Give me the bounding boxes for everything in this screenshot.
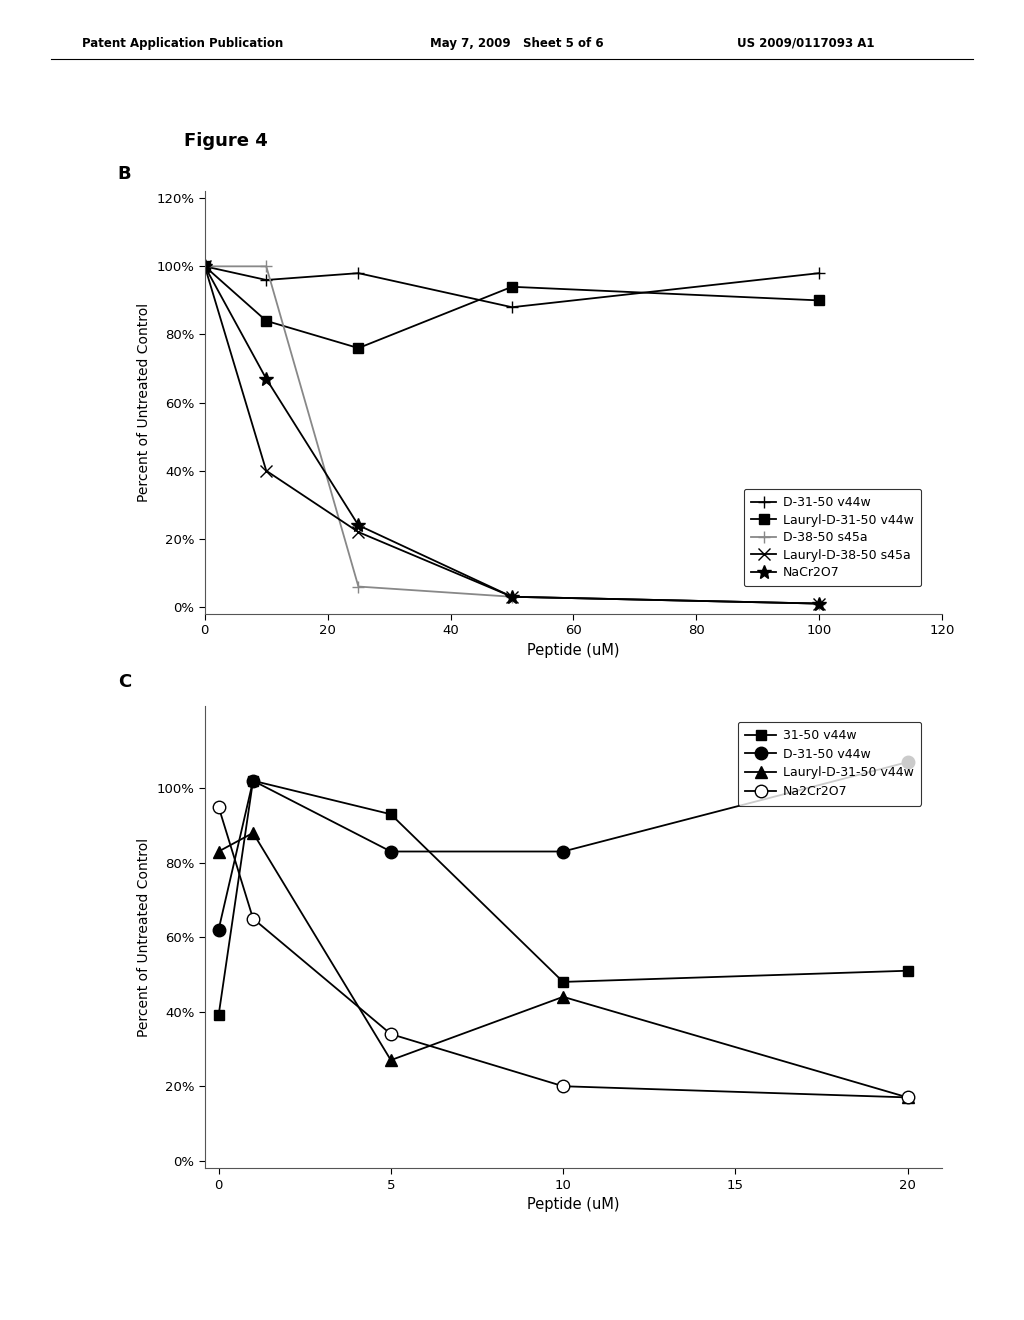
D-38-50 s45a: [813, 595, 825, 611]
D-31-50 v44w: [813, 265, 825, 281]
Lauryl-D-31-50 v44w: [199, 259, 211, 275]
Lauryl-D-31-50 v44w: [901, 1089, 913, 1105]
D-38-50 s45a: [260, 259, 272, 275]
Line: 31-50 v44w: 31-50 v44w: [214, 776, 912, 1020]
Na2Cr2O7: [901, 1089, 913, 1105]
D-31-50 v44w: [385, 843, 397, 859]
Line: Na2Cr2O7: Na2Cr2O7: [212, 800, 913, 1104]
Na2Cr2O7: [557, 1078, 569, 1094]
31-50 v44w: [212, 1007, 224, 1023]
Text: C: C: [118, 673, 131, 692]
NaCr2O7: [199, 259, 211, 275]
Line: D-31-50 v44w: D-31-50 v44w: [212, 756, 913, 936]
Lauryl-D-38-50 s45a: [199, 259, 211, 275]
Lauryl-D-31-50 v44w: [557, 989, 569, 1005]
NaCr2O7: [260, 371, 272, 387]
Text: Figure 4: Figure 4: [184, 132, 268, 150]
Lauryl-D-38-50 s45a: [813, 595, 825, 611]
Line: D-38-50 s45a: D-38-50 s45a: [199, 260, 825, 610]
Lauryl-D-38-50 s45a: [506, 589, 518, 605]
Y-axis label: Percent of Untreated Control: Percent of Untreated Control: [137, 304, 151, 502]
NaCr2O7: [352, 517, 365, 533]
Lauryl-D-38-50 s45a: [260, 463, 272, 479]
Line: D-31-50 v44w: D-31-50 v44w: [199, 260, 825, 313]
31-50 v44w: [247, 772, 259, 788]
Text: US 2009/0117093 A1: US 2009/0117093 A1: [737, 37, 874, 50]
Y-axis label: Percent of Untreated Control: Percent of Untreated Control: [137, 838, 151, 1036]
D-38-50 s45a: [352, 578, 365, 594]
Text: B: B: [118, 165, 131, 183]
Lauryl-D-31-50 v44w: [247, 825, 259, 841]
Line: Lauryl-D-38-50 s45a: Lauryl-D-38-50 s45a: [200, 261, 824, 609]
Line: NaCr2O7: NaCr2O7: [198, 260, 826, 611]
Lauryl-D-31-50 v44w: [385, 1052, 397, 1068]
31-50 v44w: [385, 807, 397, 822]
D-31-50 v44w: [506, 300, 518, 315]
Na2Cr2O7: [247, 911, 259, 927]
Lauryl-D-31-50 v44w: [352, 341, 365, 356]
Legend: D-31-50 v44w, Lauryl-D-31-50 v44w, D-38-50 s45a, Lauryl-D-38-50 s45a, NaCr2O7: D-31-50 v44w, Lauryl-D-31-50 v44w, D-38-…: [744, 488, 921, 586]
31-50 v44w: [557, 974, 569, 990]
Line: Lauryl-D-31-50 v44w: Lauryl-D-31-50 v44w: [213, 828, 913, 1104]
D-31-50 v44w: [557, 843, 569, 859]
Text: Patent Application Publication: Patent Application Publication: [82, 37, 284, 50]
D-31-50 v44w: [260, 272, 272, 288]
D-38-50 s45a: [506, 589, 518, 605]
Legend: 31-50 v44w, D-31-50 v44w, Lauryl-D-31-50 v44w, Na2Cr2O7: 31-50 v44w, D-31-50 v44w, Lauryl-D-31-50…: [737, 722, 921, 805]
Lauryl-D-31-50 v44w: [506, 279, 518, 294]
D-31-50 v44w: [212, 921, 224, 937]
D-31-50 v44w: [199, 259, 211, 275]
31-50 v44w: [901, 962, 913, 978]
NaCr2O7: [506, 589, 518, 605]
Lauryl-D-31-50 v44w: [813, 293, 825, 309]
D-31-50 v44w: [352, 265, 365, 281]
NaCr2O7: [813, 595, 825, 611]
D-38-50 s45a: [199, 259, 211, 275]
D-31-50 v44w: [901, 754, 913, 770]
Na2Cr2O7: [212, 799, 224, 814]
D-31-50 v44w: [247, 772, 259, 788]
Lauryl-D-38-50 s45a: [352, 524, 365, 540]
Na2Cr2O7: [385, 1026, 397, 1041]
Lauryl-D-31-50 v44w: [260, 313, 272, 329]
Lauryl-D-31-50 v44w: [212, 843, 224, 859]
Line: Lauryl-D-31-50 v44w: Lauryl-D-31-50 v44w: [200, 261, 824, 352]
Text: May 7, 2009   Sheet 5 of 6: May 7, 2009 Sheet 5 of 6: [430, 37, 604, 50]
X-axis label: Peptide (uM): Peptide (uM): [527, 643, 620, 657]
X-axis label: Peptide (uM): Peptide (uM): [527, 1197, 620, 1212]
